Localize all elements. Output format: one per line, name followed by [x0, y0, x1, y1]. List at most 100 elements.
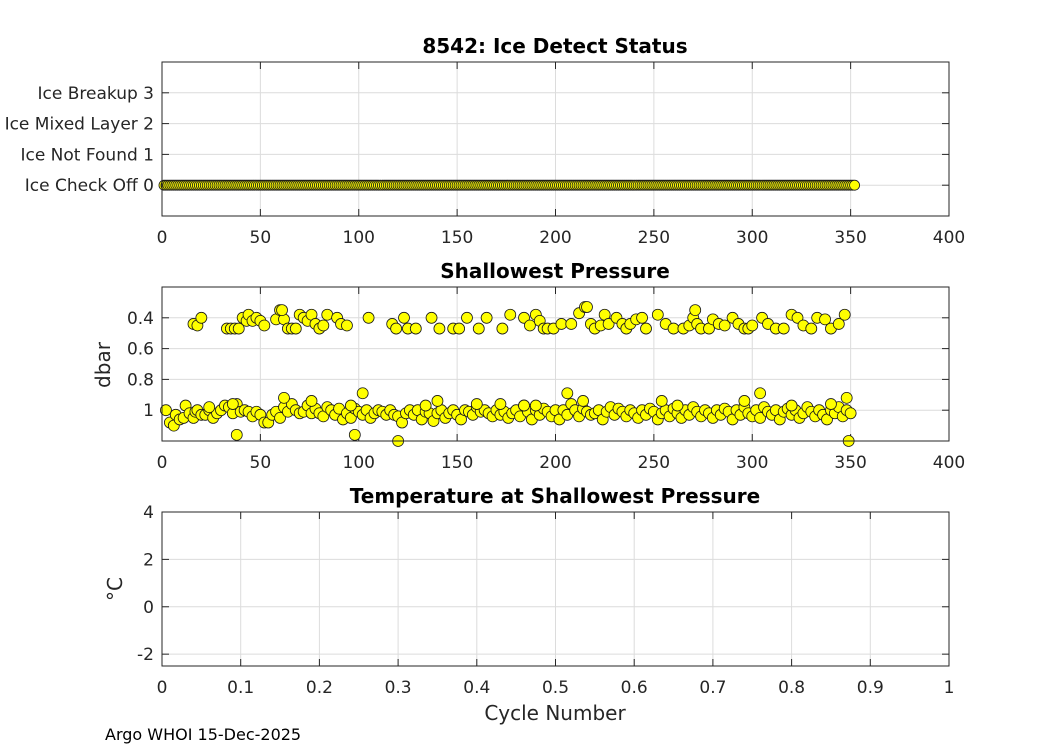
- pressure-point: [636, 311, 648, 324]
- temperature-x-tick-label: 0.2: [306, 678, 333, 698]
- pressure-point: [602, 318, 615, 330]
- pressure-y-axis-label: dbar: [91, 341, 115, 388]
- pressure-y-tick-label: 0.4: [127, 309, 154, 329]
- pressure-point: [494, 398, 507, 410]
- ice-status-x-tick-label: 100: [343, 228, 375, 248]
- temperature-x-tick-label: 0.9: [857, 678, 884, 698]
- temperature-axes-frame: [161, 511, 950, 667]
- pressure-point: [565, 318, 578, 330]
- pressure-point: [276, 304, 288, 317]
- pressure-point: [341, 319, 353, 332]
- pressure-point: [398, 311, 410, 324]
- pressure-point: [651, 308, 664, 321]
- x-axis-label: Cycle Number: [484, 701, 626, 725]
- temperature-x-tick-label: 0.6: [621, 678, 648, 698]
- ice-status-axes-frame: [161, 61, 950, 217]
- ice-status-x-tick-label: 150: [441, 228, 473, 248]
- pressure-point: [289, 322, 302, 335]
- pressure-point: [555, 318, 568, 330]
- pressure-point: [655, 395, 668, 407]
- ice-status-y-tick-label: Ice Check Off 0: [25, 176, 154, 196]
- temperature-axes: Temperature at Shallowest Pressure °C Cy…: [103, 484, 954, 725]
- ice-status-title: 8542: Ice Detect Status: [422, 34, 687, 58]
- pressure-point: [232, 322, 245, 335]
- pressure-point: [390, 322, 403, 335]
- temperature-x-tick-label: 0.4: [463, 678, 490, 698]
- temperature-y-tick-label: 4: [143, 503, 154, 523]
- pressure-point: [348, 428, 361, 441]
- pressure-point: [226, 398, 239, 410]
- ice-status-x-tick-label: 400: [933, 228, 965, 248]
- ice-status-x-tick-label: 50: [250, 228, 272, 248]
- pressure-point: [472, 322, 485, 335]
- temperature-y-tick-label: 0: [143, 598, 154, 618]
- pressure-point: [278, 391, 290, 404]
- pressure-point: [746, 319, 759, 332]
- pressure-point: [461, 311, 473, 324]
- ice-status-y-tick-label: Ice Mixed Layer 2: [5, 115, 154, 135]
- temperature-y-axis-label: °C: [103, 577, 127, 601]
- ice-status-x-tick-label: 0: [157, 228, 168, 248]
- pressure-point: [230, 428, 243, 441]
- temperature-x-tick-label: 0.7: [699, 678, 726, 698]
- ice-status-x-tick-label: 350: [834, 228, 866, 248]
- pressure-point: [195, 311, 208, 324]
- ice-status-x-tick-label: 250: [638, 228, 670, 248]
- pressure-y-tick-label: 0.8: [127, 370, 154, 390]
- pressure-point: [832, 318, 845, 330]
- pressure-point: [433, 322, 446, 335]
- pressure-point: [581, 301, 593, 313]
- pressure-x-tick-label: 100: [343, 453, 375, 473]
- pressure-point: [840, 391, 853, 404]
- pressure-point: [671, 399, 684, 412]
- pressure-x-tick-label: 250: [638, 453, 670, 473]
- pressure-x-tick-label: 150: [441, 453, 473, 473]
- ice-status-y-tick-label: Ice Not Found 1: [20, 145, 154, 165]
- pressure-point: [356, 387, 369, 400]
- pressure-point: [640, 322, 652, 335]
- pressure-point: [561, 387, 574, 400]
- ice-status-x-tick-label: 200: [539, 228, 571, 248]
- pressure-point: [577, 395, 589, 407]
- pressure-point: [321, 308, 334, 321]
- temperature-title: Temperature at Shallowest Pressure: [350, 484, 760, 508]
- pressure-point: [305, 395, 318, 407]
- pressure-point: [518, 399, 530, 412]
- pressure-point: [825, 398, 837, 410]
- pressure-x-tick-label: 350: [834, 453, 866, 473]
- pressure-point: [777, 322, 790, 335]
- ice-status-y-tick-label: Ice Breakup 3: [38, 84, 155, 104]
- pressure-point: [203, 401, 216, 414]
- pressure-point: [258, 319, 271, 332]
- temperature-x-tick-label: 0: [157, 678, 168, 698]
- pressure-x-tick-label: 0: [157, 453, 168, 473]
- shallowest-pressure-title: Shallowest Pressure: [440, 259, 670, 283]
- temperature-x-tick-label: 0.1: [227, 678, 254, 698]
- pressure-point: [838, 308, 851, 321]
- pressure-point: [274, 411, 286, 424]
- pressure-point: [754, 387, 767, 400]
- temperature-x-tick-label: 0.3: [385, 678, 412, 698]
- pressure-point: [362, 311, 375, 324]
- pressure-point: [453, 322, 465, 335]
- pressure-point: [529, 399, 542, 412]
- pressure-point: [819, 313, 831, 326]
- temperature-y-tick-label: 2: [143, 550, 154, 570]
- temperature-x-tick-label: 1: [944, 678, 955, 698]
- pressure-point: [160, 404, 172, 417]
- pressure-point: [317, 319, 330, 332]
- pressure-point: [805, 322, 818, 335]
- pressure-point: [524, 319, 536, 332]
- footer-credit: Argo WHOI 15-Dec-2025: [105, 725, 302, 744]
- ice-status-point: [849, 179, 860, 191]
- pressure-x-tick-label: 400: [933, 453, 965, 473]
- pressure-point: [844, 407, 857, 420]
- pressure-point: [504, 308, 517, 321]
- ice-status-x-tick-label: 300: [736, 228, 768, 248]
- pressure-point: [409, 322, 422, 335]
- pressure-point: [718, 319, 731, 332]
- pressure-point: [425, 311, 438, 324]
- temperature-y-tick-label: -2: [137, 645, 154, 665]
- pressure-point: [480, 311, 493, 324]
